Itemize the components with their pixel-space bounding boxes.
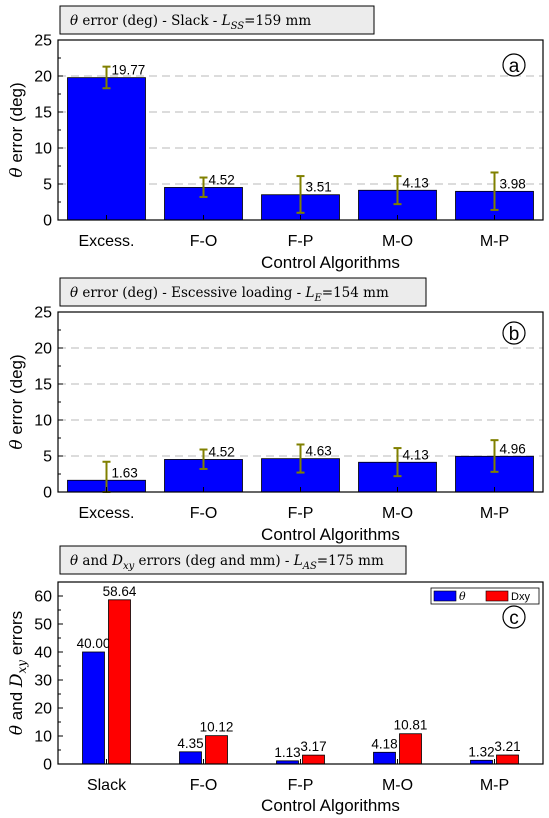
y-tick-label: 20 — [34, 341, 52, 358]
x-tick-label: M-O — [382, 233, 413, 250]
bar-theta — [373, 751, 396, 765]
data-label: 4.63 — [306, 444, 332, 459]
x-tick-label: F-P — [288, 505, 314, 522]
legend — [430, 587, 540, 605]
x-tick-label: Excess. — [78, 505, 134, 522]
y-tick-label: 25 — [34, 305, 52, 322]
data-label: 10.81 — [394, 718, 428, 733]
data-label: 3.98 — [500, 176, 526, 191]
data-label: 1.13 — [274, 745, 300, 760]
y-tick-label: 0 — [43, 757, 52, 774]
y-axis-title: θ and Dxy errors — [7, 611, 29, 735]
panel-letter: a — [509, 56, 520, 77]
data-label: 4.35 — [177, 736, 203, 751]
data-label: 4.96 — [500, 441, 526, 456]
chart-title: θ error (deg) - Slack - LSS=159 mm — [70, 13, 311, 32]
y-axis-title: θ error (deg) — [7, 82, 27, 177]
data-label: 3.51 — [306, 180, 332, 195]
x-tick-label: F-O — [190, 777, 218, 794]
y-tick-label: 0 — [43, 213, 52, 230]
data-label: 4.52 — [209, 172, 235, 187]
y-tick-label: 40 — [34, 645, 52, 662]
y-tick-label: 20 — [34, 69, 52, 86]
bar-dxy — [108, 599, 131, 765]
x-tick-label: M-P — [480, 233, 509, 250]
y-tick-label: 5 — [43, 449, 52, 466]
panel-letter-circle — [502, 605, 526, 629]
x-tick-label: F-P — [288, 233, 314, 250]
panel-letter-circle — [502, 53, 526, 77]
y-tick-label: 20 — [34, 701, 52, 718]
y-tick-label: 15 — [34, 105, 52, 122]
legend-label: θ — [459, 590, 466, 603]
chart-title-box — [59, 277, 427, 307]
y-axis-title: θ error (deg) — [7, 354, 27, 449]
legend-swatch — [485, 590, 509, 602]
x-tick-label: Excess. — [78, 233, 134, 250]
bar-dxy — [496, 754, 519, 765]
x-tick-label: M-P — [480, 777, 509, 794]
x-tick-label: Slack — [87, 777, 127, 794]
y-tick-label: 10 — [34, 141, 52, 158]
data-label: 4.52 — [209, 444, 235, 459]
bar-dxy — [399, 733, 422, 765]
y-tick-label: 50 — [34, 617, 52, 634]
x-tick-label: F-O — [190, 505, 218, 522]
legend-swatch — [433, 590, 457, 602]
chart-title: θ error (deg) - Escessive loading - LE=1… — [70, 285, 389, 304]
chart-panel-a: θ error (deg) - Slack - LSS=159 mm 19.77 4… — [7, 5, 544, 272]
bar-theta — [179, 751, 202, 765]
legend-label: Dxy — [511, 591, 530, 603]
y-tick-label: 30 — [34, 673, 52, 690]
x-tick-label: M-O — [382, 777, 413, 794]
chart-panel-b: θ error (deg) - Escessive loading - LE=1… — [7, 277, 544, 544]
x-tick-label: M-O — [382, 505, 413, 522]
x-tick-label: M-P — [480, 505, 509, 522]
x-tick-label: F-O — [190, 233, 218, 250]
data-label: 19.77 — [112, 63, 146, 78]
y-tick-label: 15 — [34, 377, 52, 394]
panel-letter-circle — [502, 321, 526, 345]
data-label: 1.32 — [468, 744, 494, 759]
data-label: 3.17 — [300, 739, 326, 754]
x-axis-title: Control Algorithms — [261, 525, 400, 544]
data-label: 4.13 — [403, 447, 429, 462]
x-axis-title: Control Algorithms — [261, 253, 400, 272]
panel-letter: b — [509, 324, 520, 345]
y-tick-label: 10 — [34, 729, 52, 746]
y-tick-label: 10 — [34, 413, 52, 430]
y-tick-label: 60 — [34, 589, 52, 606]
y-tick-label: 0 — [43, 485, 52, 502]
bar-dxy — [302, 754, 325, 765]
panel-letter: c — [509, 608, 519, 629]
data-label: 4.18 — [371, 736, 397, 751]
y-tick-label: 25 — [34, 33, 52, 50]
chart-panel-c: θ and Dxy errors (deg and mm) - LAS=175 … — [7, 545, 544, 815]
data-label: 40.00 — [77, 636, 111, 651]
bar-dxy — [205, 735, 228, 765]
chart-title: θ and Dxy errors (deg and mm) - LAS=175 … — [70, 553, 384, 572]
bar-theta — [82, 651, 105, 765]
data-label: 10.12 — [200, 720, 234, 735]
x-tick-label: F-P — [288, 777, 314, 794]
data-label: 4.13 — [403, 175, 429, 190]
data-label: 1.63 — [112, 465, 138, 480]
y-tick-label: 5 — [43, 177, 52, 194]
chart-title-box — [59, 545, 407, 575]
bar — [67, 77, 146, 221]
data-label: 58.64 — [103, 584, 137, 599]
x-axis-title: Control Algorithms — [261, 796, 400, 815]
chart-title-box — [59, 5, 375, 35]
data-label: 3.21 — [494, 739, 520, 754]
